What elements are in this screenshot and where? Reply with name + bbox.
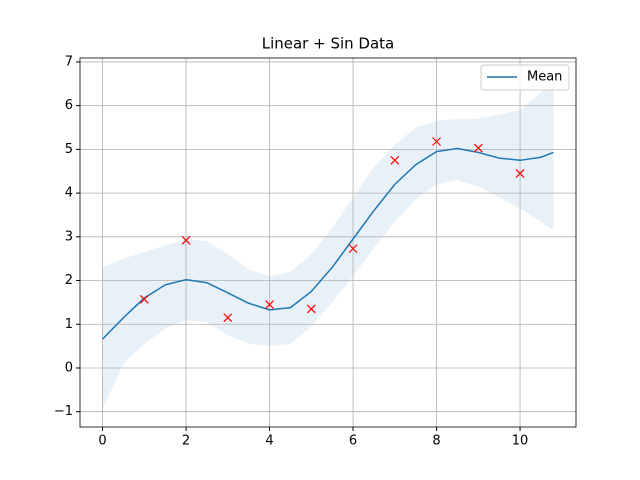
y-tick-label: 3: [65, 229, 73, 244]
point: [390, 155, 400, 165]
confidence-band: [102, 83, 554, 410]
x-tick-label: 10: [512, 434, 529, 449]
point: [515, 168, 525, 178]
legend-box: [480, 64, 570, 91]
y-tick-label: −1: [54, 404, 73, 419]
x-tick-label: 2: [182, 434, 190, 449]
x-tick-label: 6: [349, 434, 357, 449]
y-tick-label: 4: [65, 186, 73, 201]
plot-frame: [79, 57, 577, 428]
x-tick-label: 0: [98, 434, 106, 449]
legend-label: Mean: [527, 70, 562, 85]
y-tick-label: 7: [65, 54, 73, 69]
point: [306, 304, 316, 314]
point: [348, 244, 358, 254]
point: [139, 294, 149, 304]
point: [265, 300, 274, 310]
point: [432, 137, 441, 146]
point: [181, 235, 191, 245]
y-tick-label: 5: [65, 142, 73, 157]
x-tick-label: 8: [432, 434, 440, 449]
y-tick-label: 1: [65, 317, 73, 332]
y-tick-label: 6: [65, 98, 73, 113]
y-tick-label: 0: [65, 360, 73, 375]
x-tick-label: 4: [265, 434, 273, 449]
y-tick-label: 2: [65, 273, 73, 288]
line: [102, 147, 554, 340]
chart-title: Linear + Sin Data: [262, 35, 395, 53]
point: [223, 313, 233, 323]
point: [473, 143, 483, 153]
